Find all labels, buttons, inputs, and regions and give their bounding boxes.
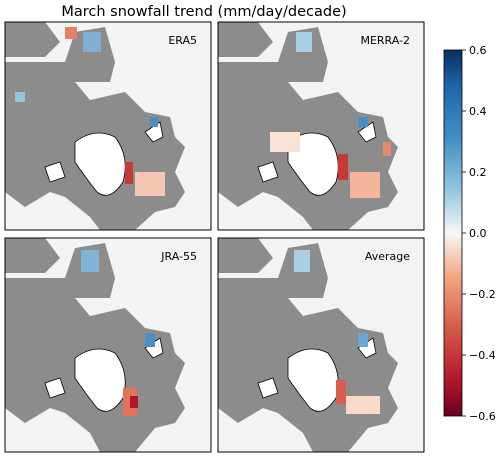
trend-cells <box>81 250 155 416</box>
colorbar-tick-label: −0.2 <box>469 288 496 301</box>
colorbar-tick-label: 0.2 <box>469 166 487 179</box>
panel-frame <box>217 21 425 231</box>
colorbar-ticks: 0.6 0.4 0.2 0.0 −0.2 −0.4 −0.6 <box>462 44 496 423</box>
colorbar-gradient <box>443 49 463 417</box>
trend-cells <box>15 27 165 196</box>
colorbar-tick-label: 0.6 <box>469 44 487 57</box>
panel-label-merra2: MERRA-2 <box>360 34 410 47</box>
colorbar: 0.6 0.4 0.2 0.0 −0.2 −0.4 −0.6 <box>443 44 496 423</box>
panel-frame <box>217 237 425 453</box>
panel-merra2: MERRA-2 <box>217 21 425 231</box>
land-mask <box>5 238 185 452</box>
colorbar-tick-label: 0.4 <box>469 105 487 118</box>
panel-label-era5: ERA5 <box>168 34 197 47</box>
panel-label-average: Average <box>365 250 410 263</box>
panel-label-jra55: JRA-55 <box>160 250 197 263</box>
colorbar-tick-label: −0.4 <box>469 349 496 362</box>
trend-cells <box>294 250 380 414</box>
panel-era5: ERA5 <box>4 21 212 231</box>
panel-average: Average <box>217 237 425 453</box>
trend-cells <box>270 32 391 198</box>
colorbar-tick-label: 0.0 <box>469 227 487 240</box>
chart-title: March snowfall trend (mm/day/decade) <box>61 4 346 20</box>
colorbar-tick-label: −0.6 <box>469 410 496 423</box>
panel-frame <box>4 21 212 231</box>
panel-frame <box>4 237 212 453</box>
panel-jra55: JRA-55 <box>4 237 212 453</box>
